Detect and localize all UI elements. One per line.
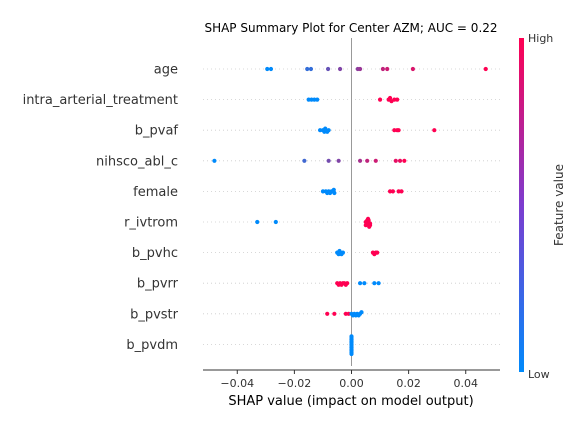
point-female-7: [331, 187, 336, 192]
point-b_pvstr-11: [359, 310, 364, 315]
point-b_pvrr-11: [376, 281, 381, 286]
feature-label-b_pvhc: b_pvhc: [132, 246, 178, 261]
point-b_pvaf-9: [396, 128, 401, 133]
point-r_ivtrom-0: [255, 219, 260, 225]
point-age-1: [268, 66, 274, 72]
point-b_pvrr-7: [339, 282, 344, 287]
point-b_pvaf-5: [326, 128, 331, 133]
point-intra_arterial_treatment-8: [395, 97, 400, 102]
feature-label-b_pvdm: b_pvdm: [126, 338, 178, 353]
point-b_pvhc-5: [337, 248, 342, 254]
point-nihsco_abl_c-3: [336, 158, 341, 163]
point-b_pvhc-9: [372, 252, 377, 257]
feature-labels: age intra_arterial_treatment b_pvaf nihsco_…: [23, 63, 179, 353]
point-female-9: [390, 189, 396, 194]
point-intra_arterial_treatment-3: [315, 97, 320, 102]
point-b_pvrr-6: [345, 281, 350, 286]
point-age-5: [337, 66, 343, 72]
feature-label-b_pvstr: b_pvstr: [130, 307, 179, 322]
colorbar-low-label: Low: [528, 368, 550, 381]
point-b_pvhc-4: [339, 252, 344, 257]
point-age-7: [357, 66, 363, 72]
point-b_pvstr-10: [356, 313, 361, 318]
feature-label-intra_arterial_treatment: intra_arterial_treatment: [23, 93, 178, 108]
point-b_pvrr-9: [362, 281, 367, 286]
point-b_pvstr-0: [325, 311, 330, 316]
point-b_pvstr-1: [332, 311, 337, 316]
point-age-2: [305, 66, 310, 72]
point-nihsco_abl_c-4: [357, 158, 363, 163]
point-r_ivtrom-11: [367, 224, 372, 229]
x-tick-label-4: 0.04: [453, 377, 478, 390]
point-age-11: [483, 66, 488, 72]
point-nihsco_abl_c-2: [326, 158, 331, 163]
point-b_pvaf-6: [323, 126, 328, 131]
colorbar-high-label: High: [528, 32, 553, 45]
point-age-0: [265, 66, 270, 72]
colorbar-title: Feature value: [552, 164, 566, 246]
x-tick-label-2: 0.00: [339, 377, 364, 390]
point-r_ivtrom-8: [363, 223, 368, 228]
colorbar: [519, 38, 524, 372]
point-age-9: [385, 66, 390, 72]
x-axis-ticks: −0.04 −0.02 0.00 0.02 0.04: [220, 370, 478, 390]
point-age-10: [410, 66, 415, 72]
point-r_ivtrom-1: [273, 219, 278, 225]
point-age-4: [325, 66, 331, 72]
point-b_pvdm-10: [349, 334, 354, 339]
point-age-8: [380, 66, 386, 72]
point-nihsco_abl_c-6: [373, 158, 378, 163]
point-nihsco_abl_c-8: [397, 158, 403, 163]
point-female-4: [332, 190, 337, 196]
point-nihsco_abl_c-9: [402, 158, 407, 163]
point-b_pvrr-8: [357, 281, 363, 286]
point-nihsco_abl_c-1: [302, 158, 307, 163]
feature-label-b_pvrr: b_pvrr: [137, 277, 179, 292]
point-intra_arterial_treatment-4: [377, 97, 383, 102]
point-b_pvaf-10: [432, 128, 437, 133]
feature-label-b_pvaf: b_pvaf: [135, 124, 179, 139]
point-intra_arterial_treatment-9: [387, 95, 393, 101]
feature-label-age: age: [154, 63, 178, 78]
point-nihsco_abl_c-7: [393, 158, 398, 163]
point-b_pvdm-11: [349, 351, 354, 357]
point-r_ivtrom-10: [365, 216, 371, 221]
chart-title: SHAP Summary Plot for Center AZM; AUC = …: [204, 21, 497, 35]
point-female-6: [327, 190, 333, 196]
shap-points: [212, 66, 488, 357]
x-axis-title: SHAP value (impact on model output): [228, 394, 473, 409]
x-tick-label-1: −0.02: [278, 377, 312, 390]
point-nihsco_abl_c-5: [365, 158, 370, 163]
point-female-11: [399, 189, 404, 194]
x-tick-label-0: −0.04: [220, 377, 254, 390]
x-tick-label-3: 0.02: [396, 377, 421, 390]
feature-label-nihsco_abl_c: nihsco_abl_c: [96, 154, 178, 169]
feature-label-female: female: [133, 185, 178, 200]
point-b_pvrr-10: [372, 281, 377, 286]
point-age-3: [308, 66, 314, 72]
feature-label-r_ivtrom: r_ivtrom: [124, 216, 178, 231]
point-nihsco_abl_c-0: [212, 158, 217, 163]
